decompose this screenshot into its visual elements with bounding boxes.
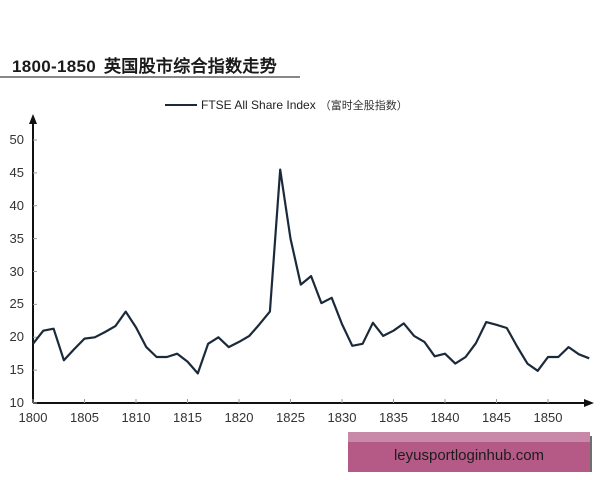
chart-title-range: 1800-1850 [12, 57, 96, 76]
x-tick-label: 1805 [70, 410, 99, 425]
watermark-banner: leyusportloginhub.com [348, 432, 590, 472]
ftse-index-line [32, 168, 590, 375]
y-tick-label: 50 [9, 132, 24, 147]
x-tick-label: 1815 [173, 410, 202, 425]
y-tick-label: 10 [9, 395, 24, 410]
chart-title-text: 英国股市综合指数走势 [104, 57, 277, 77]
y-tick-label: 15 [9, 362, 24, 378]
x-tick-label: 1850 [533, 410, 563, 425]
x-tick-label: 1810 [121, 410, 151, 425]
legend-line-swatch [165, 104, 197, 106]
chart-legend: FTSE All Share Index （富时全股指数） [165, 97, 408, 113]
chart-axes [29, 114, 594, 407]
title-underline [0, 48, 300, 78]
legend-label: FTSE All Share Index [201, 98, 316, 112]
y-tick-label: 35 [9, 230, 24, 246]
legend-label-cn: （富时全股指数） [319, 99, 408, 112]
y-tick-label: 25 [9, 296, 24, 312]
x-tick-label: 1830 [327, 410, 357, 425]
x-tick-label: 1800 [18, 410, 48, 425]
x-tick-label: 1845 [482, 410, 511, 425]
y-tick-label: 40 [9, 197, 24, 213]
y-tick-label: 45 [9, 164, 24, 180]
y-tick-label: 20 [9, 329, 24, 345]
x-tick-label: 1825 [276, 410, 305, 425]
x-tick-label: 1840 [430, 410, 460, 425]
y-tick-label: 30 [9, 263, 24, 279]
chart-title: 1800-1850 英国股市综合指数走势 [12, 52, 277, 77]
x-tick-label: 1835 [379, 410, 408, 425]
x-tick-label: 1820 [224, 410, 254, 425]
